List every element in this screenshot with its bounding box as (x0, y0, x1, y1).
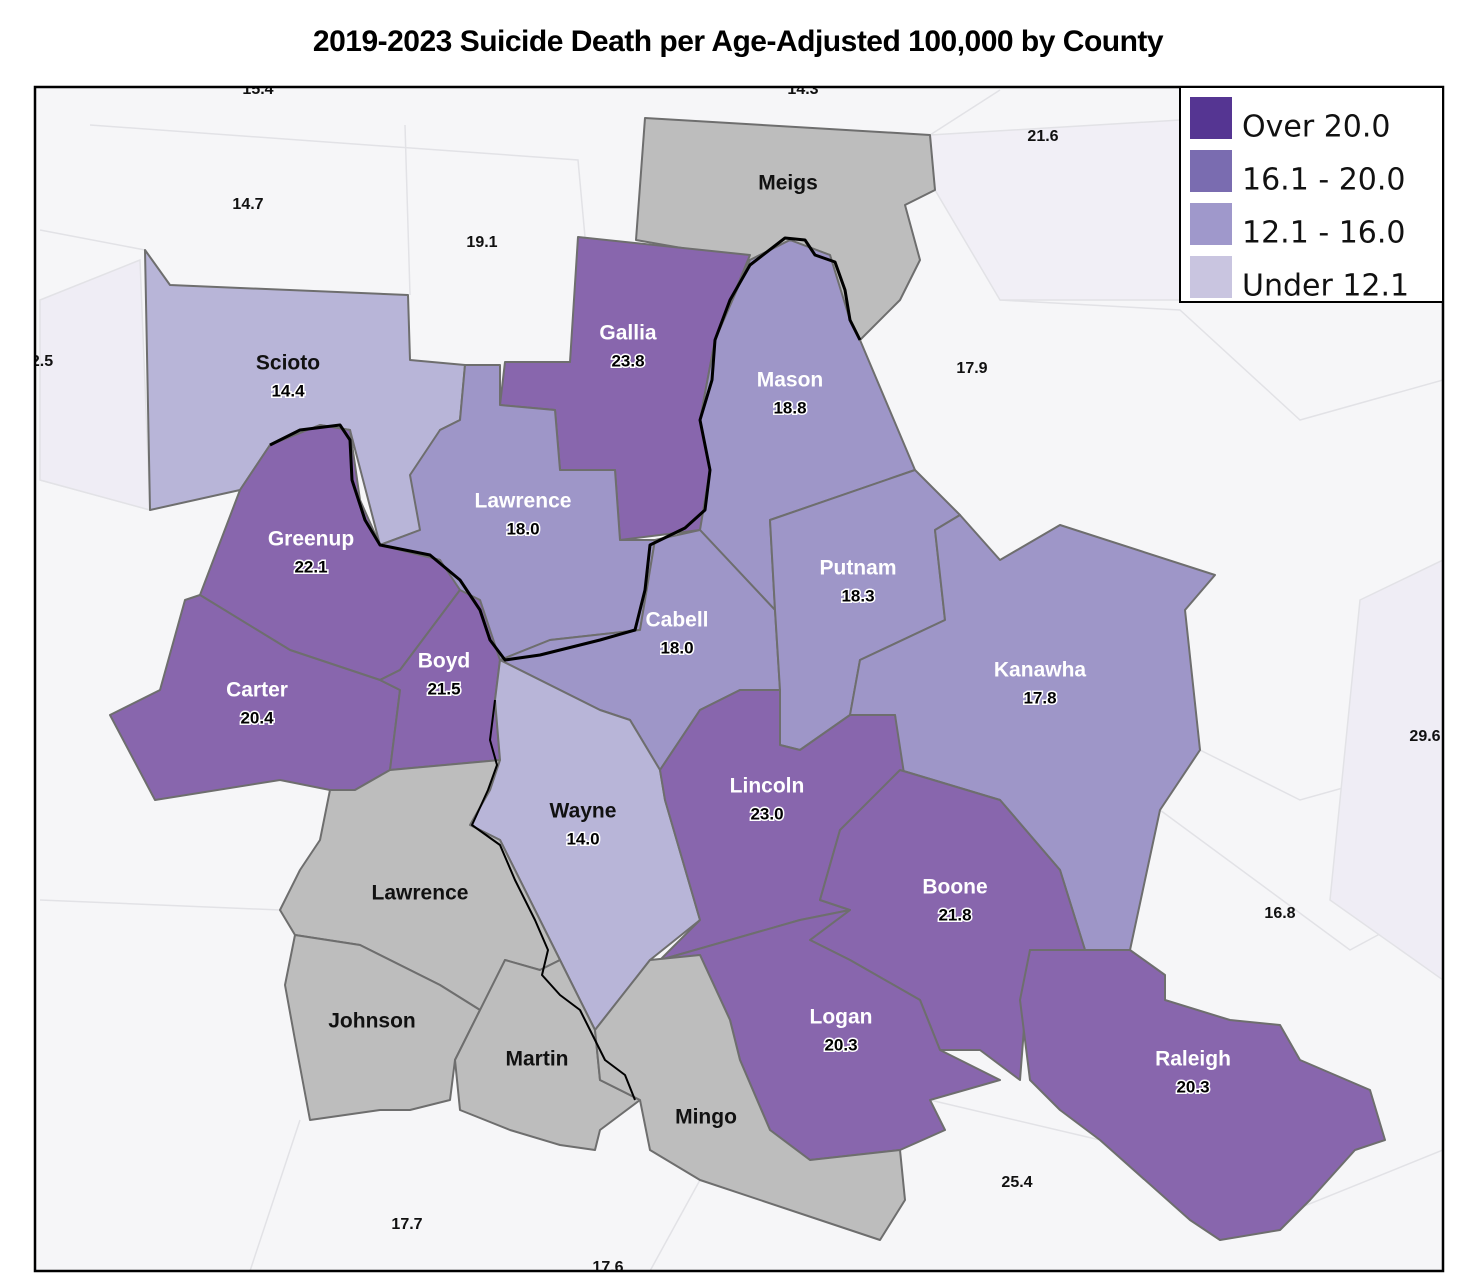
county-layer (109, 117, 1386, 1241)
county-value: 20.3 (824, 1035, 857, 1054)
county-value: 18.0 (660, 638, 693, 657)
county-name: Martin (506, 1048, 569, 1071)
neighbor-value: 17.6 (592, 1259, 623, 1276)
background-borders (39, 89, 1443, 1271)
county-name: Greenup (268, 528, 354, 551)
county-shape (284, 934, 481, 1121)
county-name: Johnson (328, 1010, 416, 1033)
county-name: Boone (922, 876, 987, 899)
neighbor-value: 16.8 (1264, 905, 1295, 922)
county-name: Scioto (256, 352, 320, 375)
map-frame (33, 85, 1445, 1273)
legend-swatch (1190, 97, 1232, 139)
county-value: 20.3 (1176, 1077, 1209, 1096)
legend-label: 12.1 - 16.0 (1242, 216, 1406, 251)
legend-label: Over 20.0 (1242, 110, 1391, 145)
neighbor-value: 21.6 (1027, 128, 1058, 145)
county-name: Wayne (550, 800, 617, 823)
county-value: 18.8 (773, 398, 806, 417)
legend-label: 16.1 - 20.0 (1242, 163, 1406, 198)
county-name: Boyd (418, 650, 471, 673)
label-layer: Meigs Gallia 23.8 Mason 18.8 Scioto 14.4 Lawren… (31, 81, 1441, 1276)
county-name: Mingo (675, 1106, 737, 1129)
county-name: Raleigh (1155, 1048, 1231, 1071)
county-name: Putnam (819, 557, 896, 580)
legend-label: Under 12.1 (1242, 269, 1409, 304)
county-name: Lawrence (475, 490, 572, 513)
neighbor-value: 19.1 (466, 234, 497, 251)
map-title: 2019-2023 Suicide Death per Age-Adjusted… (313, 25, 1164, 58)
county-value: 23.8 (611, 351, 644, 370)
legend: Over 20.0 16.1 - 20.0 12.1 - 16.0 Under 12.… (1179, 86, 1444, 304)
county-name: Gallia (599, 322, 657, 345)
neighbor-value: 14.3 (787, 81, 818, 98)
legend-swatch (1190, 203, 1232, 245)
county-name: Logan (810, 1006, 873, 1029)
county-value: 22.1 (294, 557, 327, 576)
county-value: 17.8 (1023, 688, 1056, 707)
county-value: 18.3 (841, 586, 874, 605)
county-value: 21.5 (427, 679, 460, 698)
neighbor-value: 14.7 (232, 196, 263, 213)
county-value: 14.4 (271, 381, 305, 400)
neighbor-value: 15.4 (242, 81, 273, 98)
county-name: Mason (757, 369, 824, 392)
county-name: Lawrence (372, 882, 469, 905)
legend-swatch (1190, 150, 1232, 192)
county-name: Kanawha (994, 659, 1087, 682)
state-border-tug (471, 699, 636, 1101)
county-name: Cabell (645, 609, 708, 632)
neighbor-value: 25.4 (1001, 1174, 1032, 1191)
county-value: 18.0 (506, 519, 539, 538)
neighbor-value: 2.5 (31, 353, 53, 370)
county-shape (1019, 949, 1386, 1241)
neighbor-value: 29.6 (1409, 728, 1440, 745)
county-shape (594, 954, 906, 1241)
county-value: 20.4 (240, 708, 274, 727)
county-name: Meigs (758, 172, 818, 195)
legend-swatch (1190, 256, 1232, 298)
county-value: 21.8 (938, 905, 971, 924)
state-border-river (269, 236, 862, 662)
county-name: Carter (226, 679, 288, 702)
county-value: 23.0 (750, 804, 783, 823)
county-name: Lincoln (730, 775, 805, 798)
neighbor-value: 17.9 (956, 360, 987, 377)
neighbor-value: 17.7 (391, 1216, 422, 1233)
county-value: 14.0 (566, 829, 599, 848)
